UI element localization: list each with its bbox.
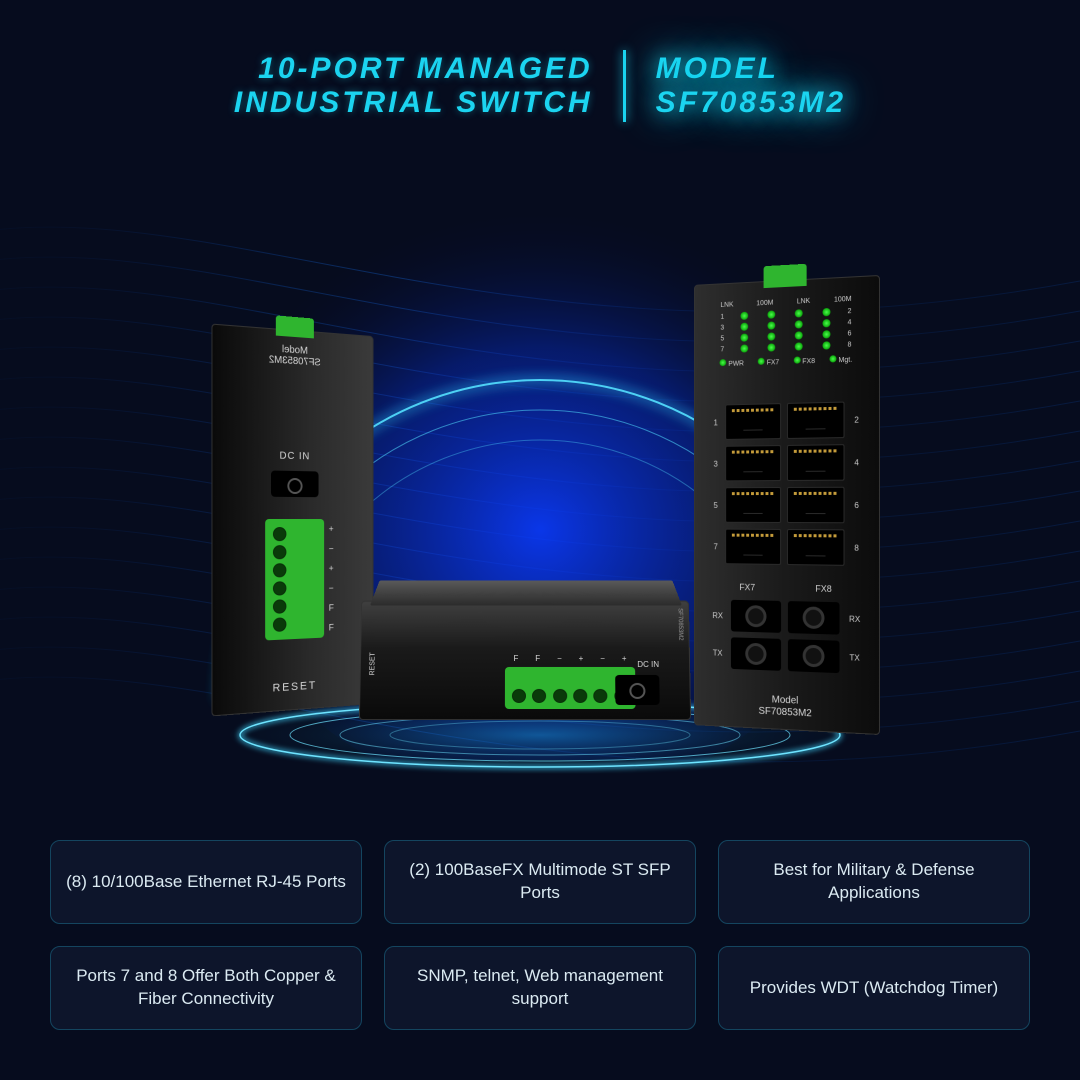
device-right-model: Model SF70853M2 bbox=[695, 691, 879, 724]
led-grid: 1 2 3 4 5 6 7 8 bbox=[713, 305, 860, 356]
dc-jack-icon bbox=[615, 675, 660, 705]
din-clip-icon bbox=[764, 264, 807, 288]
rj45-port-icon bbox=[725, 529, 781, 565]
din-clip-icon bbox=[276, 315, 314, 338]
led-icon bbox=[720, 359, 727, 366]
feature-box: Ports 7 and 8 Offer Both Copper & Fiber … bbox=[50, 946, 362, 1030]
header-title-left: 10-PORT MANAGED INDUSTRIAL SWITCH bbox=[234, 52, 593, 121]
fx-labels: FX7 FX8 bbox=[710, 582, 863, 595]
terminal-labels-left: + − + − F F bbox=[329, 519, 334, 637]
rj45-port-icon bbox=[787, 444, 845, 481]
device-left-dcin-label: DC IN bbox=[212, 449, 372, 464]
led-icon bbox=[795, 331, 803, 339]
fiber-port-icon bbox=[788, 639, 840, 673]
rj45-port-icon bbox=[725, 403, 781, 440]
device-middle-top bbox=[370, 580, 682, 605]
device-middle-model-side: SF70853M2 bbox=[677, 608, 684, 640]
feature-box: Best for Military & Defense Applications bbox=[718, 840, 1030, 924]
header-right-line1: MODEL bbox=[656, 52, 846, 87]
features-grid: (8) 10/100Base Ethernet RJ-45 Ports (2) … bbox=[50, 840, 1030, 1030]
devices-group: Model SF70853M2 DC IN + − + − F F RESET … bbox=[190, 300, 890, 760]
led-icon bbox=[740, 323, 748, 331]
led-icon bbox=[767, 332, 775, 340]
fiber-port-icon bbox=[788, 601, 840, 635]
header-left-line2: INDUSTRIAL SWITCH bbox=[234, 86, 593, 121]
device-left-reset-label: RESET bbox=[212, 676, 372, 699]
fiber-grid: RX RX TX TX bbox=[710, 599, 863, 674]
rj45-port-icon bbox=[787, 529, 845, 566]
rj45-port-icon bbox=[787, 487, 845, 524]
device-left: Model SF70853M2 DC IN + − + − F F RESET bbox=[211, 324, 373, 717]
terminal-block-icon bbox=[265, 519, 324, 640]
rj45-port-icon bbox=[725, 445, 781, 481]
rj45-port-icon bbox=[725, 487, 781, 523]
header-divider bbox=[623, 50, 626, 122]
feature-box: (2) 100BaseFX Multimode ST SFP Ports bbox=[384, 840, 696, 924]
led-icon bbox=[740, 334, 748, 342]
device-left-model: Model SF70853M2 bbox=[212, 339, 372, 372]
led-icon bbox=[795, 320, 803, 328]
feature-box: Provides WDT (Watchdog Timer) bbox=[718, 946, 1030, 1030]
led-icon bbox=[767, 310, 775, 318]
led-icon bbox=[830, 355, 837, 362]
header: 10-PORT MANAGED INDUSTRIAL SWITCH MODEL … bbox=[0, 50, 1080, 122]
led-icon bbox=[795, 309, 803, 317]
led-icon bbox=[822, 308, 830, 316]
device-middle-dcin-label: DC IN bbox=[637, 660, 659, 669]
led-icon bbox=[767, 321, 775, 329]
fiber-port-icon bbox=[731, 637, 781, 671]
header-left-line1: 10-PORT MANAGED bbox=[234, 52, 593, 87]
led-icon bbox=[822, 330, 830, 338]
device-right: LNK 100M LNK 100M 1 2 3 4 5 6 7 bbox=[694, 275, 880, 735]
rj45-grid: 1 2 3 4 5 6 7 8 bbox=[710, 401, 863, 566]
rj45-port-icon bbox=[787, 402, 845, 439]
led-icon bbox=[822, 319, 830, 327]
header-title-right: MODEL SF70853M2 bbox=[656, 52, 846, 121]
led-icon bbox=[740, 344, 748, 352]
led-icon bbox=[795, 342, 803, 350]
feature-box: (8) 10/100Base Ethernet RJ-45 Ports bbox=[50, 840, 362, 924]
led-panel: LNK 100M LNK 100M 1 2 3 4 5 6 7 bbox=[713, 295, 860, 368]
device-middle-reset-label: RESET bbox=[369, 652, 376, 675]
fiber-port-icon bbox=[731, 600, 781, 633]
terminal-labels-middle: F F − + − + bbox=[505, 654, 635, 663]
led-icon bbox=[740, 312, 748, 320]
led-icon bbox=[822, 341, 830, 349]
led-footer: PWR FX7 FX8 Mgt. bbox=[713, 354, 860, 368]
led-icon bbox=[793, 356, 800, 363]
feature-box: SNMP, telnet, Web management support bbox=[384, 946, 696, 1030]
header-right-line2: SF70853M2 bbox=[656, 86, 846, 121]
dc-jack-icon bbox=[271, 471, 319, 498]
device-middle: RESET F F − + − + DC IN SF70853M2 bbox=[359, 601, 691, 720]
led-icon bbox=[767, 343, 775, 351]
led-icon bbox=[758, 358, 765, 365]
